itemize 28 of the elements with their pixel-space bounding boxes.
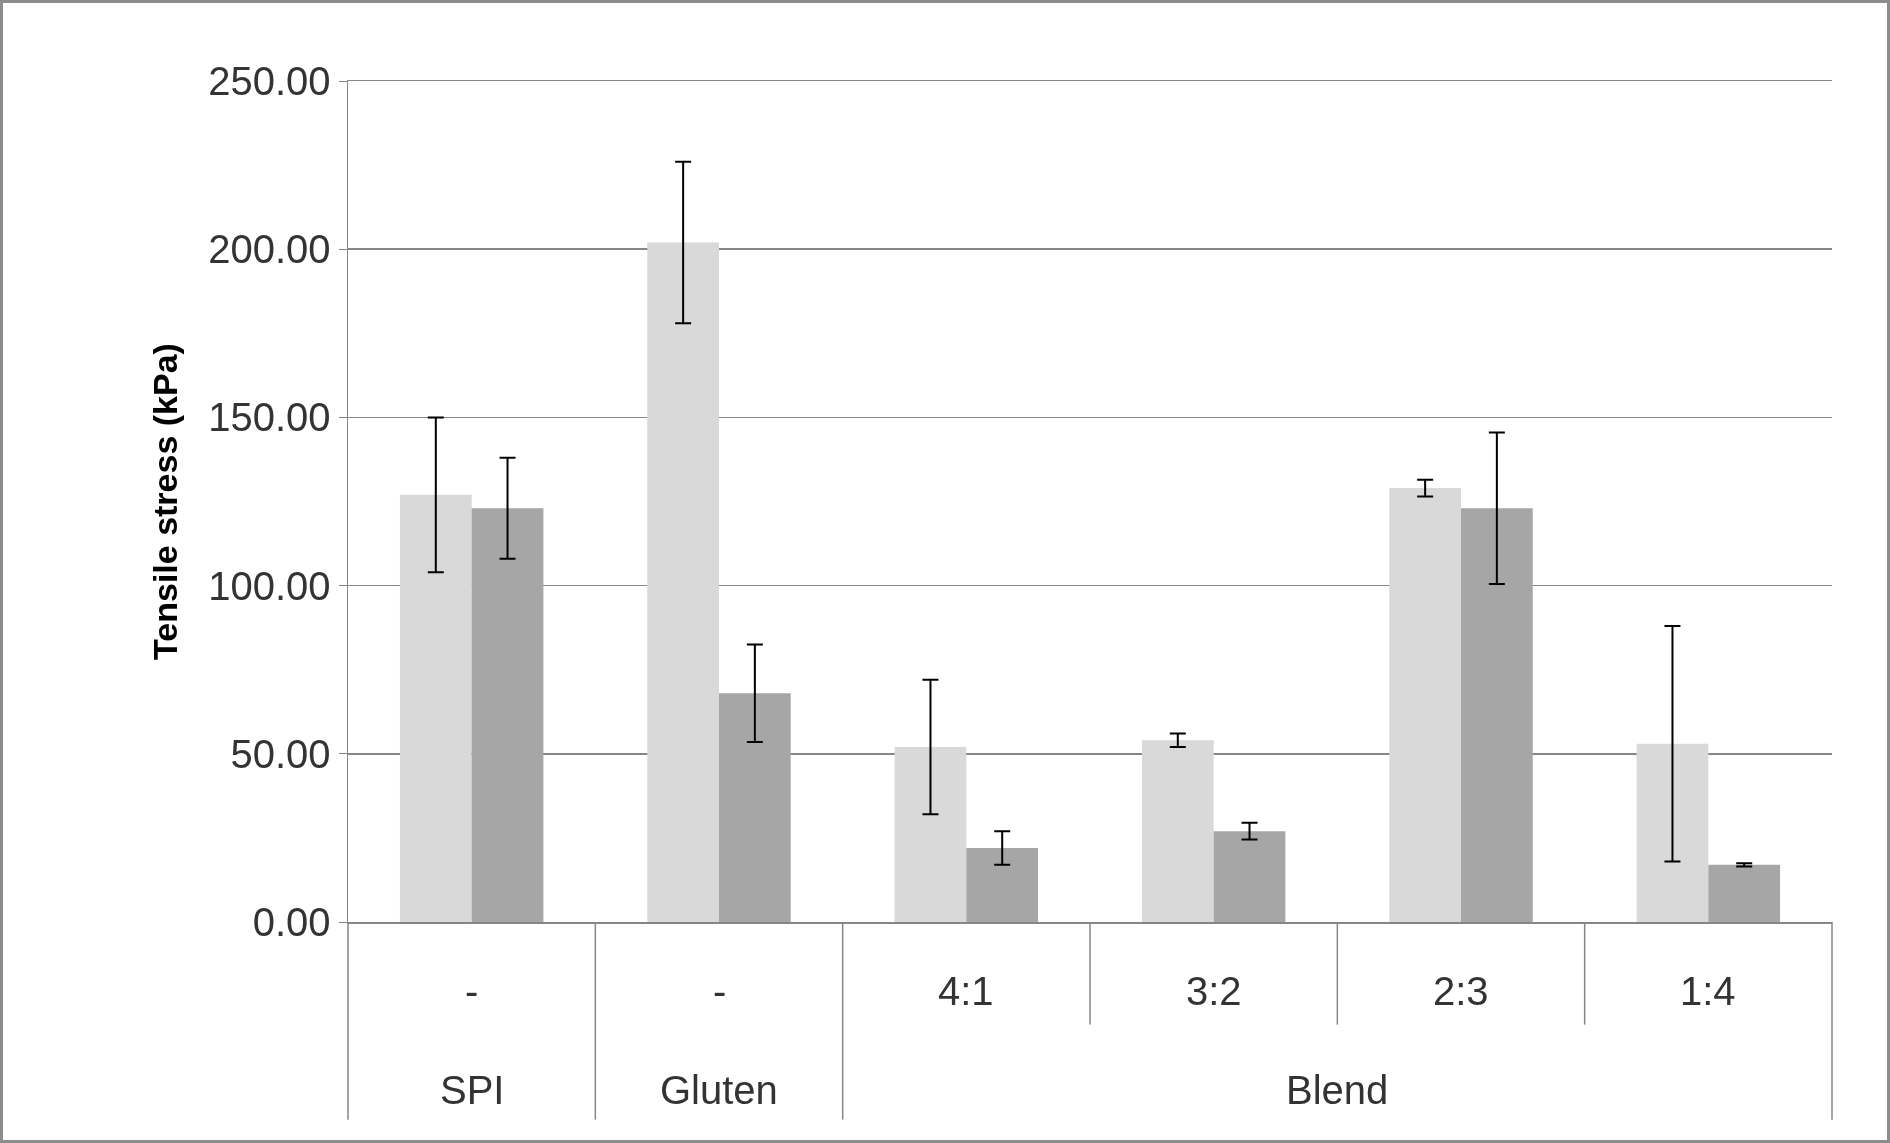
x-tick-label: 2:3 (1433, 969, 1489, 1013)
text: Gluten (660, 1068, 778, 1112)
bar (1708, 864, 1781, 922)
bar (719, 693, 791, 922)
y-tick-label: 50.00 (230, 731, 331, 776)
y-axis-title: Tensile stress (kPa) (146, 343, 185, 660)
bar (471, 508, 544, 922)
bar (399, 494, 472, 922)
y-tick-label: 100.00 (208, 563, 331, 608)
x-tick-label: - (465, 969, 479, 1013)
text: Blend (1286, 1068, 1389, 1112)
text: SPI (440, 1068, 505, 1112)
bar (1461, 508, 1533, 922)
x-tick-label: 1:4 (1680, 969, 1736, 1013)
bar (894, 747, 967, 922)
x-tick-label: 4:1 (938, 969, 994, 1013)
bar (1141, 740, 1214, 922)
y-tick-label: 0.00 (252, 900, 331, 944)
bar (647, 242, 719, 922)
bar (1636, 743, 1709, 922)
y-tick-label: 150.00 (208, 395, 331, 440)
bar (1213, 831, 1286, 922)
bar (1389, 488, 1461, 922)
x-tick-label: - (713, 969, 727, 1013)
y-tick-label: 250.00 (208, 59, 331, 103)
bar (966, 847, 1039, 922)
y-tick-label: 200.00 (208, 227, 331, 272)
x-tick-label: 3:2 (1186, 969, 1242, 1013)
